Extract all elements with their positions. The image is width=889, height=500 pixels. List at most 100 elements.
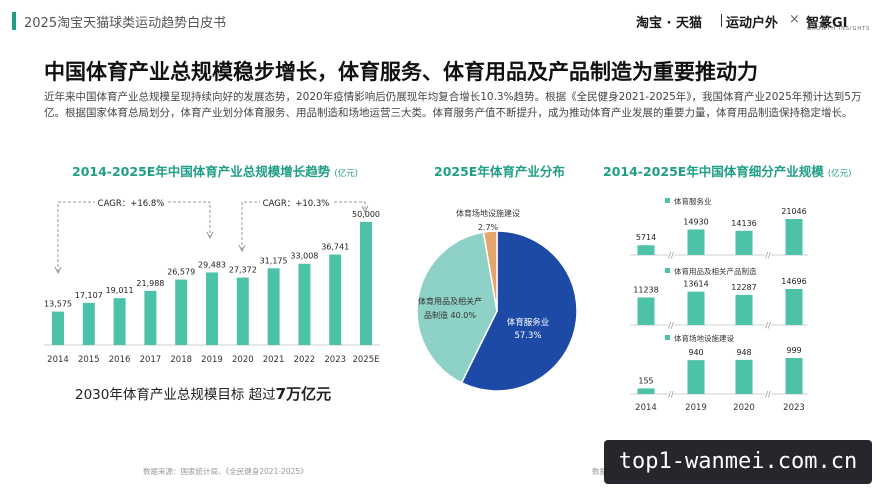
target-statement: 2030年体育产业总规模目标 超过7万亿元: [75, 383, 331, 404]
total-x-tick-2014: 2014: [47, 355, 69, 365]
brand-divider: [721, 14, 722, 27]
outdoor-logo: 运动户外: [726, 16, 779, 31]
chart2-title: 2025E年体育产业分布: [434, 164, 565, 179]
header-accent-bar: [12, 12, 16, 30]
total-bar-2018: [175, 279, 188, 345]
sub-bar-value-2-2023: 14696: [781, 277, 806, 286]
sub-bar-2-2014: [637, 297, 655, 325]
chart1-unit: (亿元): [334, 169, 358, 179]
gi-logo-subtitle: GROWTH INSIGHTS: [807, 26, 871, 32]
page-title: 中国体育产业总规模稳步增长，体育服务、体育用品及产品制造为重要推动力: [44, 60, 758, 84]
sub-bar-value-2-2014: 11238: [633, 285, 658, 294]
total-bar-2014: [52, 311, 64, 345]
sub-bar-2-2020: [735, 294, 753, 325]
total-bar-2019: [206, 272, 218, 345]
axis-break-3-2: //: [765, 390, 771, 399]
sub-bar-value-2-2019: 13614: [683, 280, 708, 289]
pie-pct-venue: 2.7%: [478, 223, 499, 232]
sub-bar-value-1-2023: 21046: [781, 207, 806, 216]
chart2-title-block: 2025E年体育产业分布: [434, 161, 565, 180]
intro-paragraph: 近年来中国体育产业总规模呈现持续向好的发展态势，2020年疫情影响后仍展现年均复…: [44, 91, 862, 119]
total-x-tick-2017: 2017: [140, 355, 162, 365]
sub-bar-2-2019: [687, 291, 705, 325]
brand-cross: ×: [789, 12, 800, 27]
sub-bar-value-1-2020: 14136: [731, 219, 756, 228]
sub-x-tick-2014: 2014: [635, 403, 657, 413]
watermark-banner: top1-wanmei.com.cn: [604, 440, 872, 484]
axis-break-2-1: //: [668, 321, 674, 330]
axis-break-3-1: //: [668, 390, 674, 399]
legend-label-3: 体育场地设施建设: [674, 333, 734, 343]
report-title: 2025淘宝天猫球类运动趋势白皮书: [24, 16, 227, 31]
sub-bar-2-2023: [785, 289, 803, 325]
total-bar-2016: [113, 298, 126, 345]
total-bar-2017: [144, 290, 157, 345]
pie-pct-service: 57.3%: [514, 331, 541, 341]
pie-slice-1: [460, 230, 578, 392]
cagr1-label: CAGR：+16.8%: [98, 199, 165, 209]
sub-bar-value-1-2014: 5714: [636, 233, 656, 242]
total-x-tick-2023: 2023: [324, 355, 346, 365]
total-bar-value-2021: 31,175: [260, 256, 288, 265]
chart1-title-block: 2014-2025E年中国体育产业总规模增长趋势 (亿元): [72, 161, 358, 180]
sub-bar-3-2023: [785, 358, 803, 394]
legend-label-1: 体育服务业: [674, 196, 712, 206]
axis-break-1-2: //: [765, 251, 771, 260]
pie-label-manufacturing-1: 体育用品及相关产: [418, 296, 482, 306]
total-bar-value-2020: 27,372: [229, 266, 257, 275]
total-bar-2015: [82, 302, 95, 345]
total-bar-value-2018: 26,579: [167, 268, 195, 277]
sub-bar-value-1-2019: 14930: [683, 217, 708, 226]
legend-swatch-3: [665, 335, 670, 340]
total-x-tick-2025E: 2025E: [352, 355, 379, 365]
sub-bar-1-2023: [785, 219, 803, 255]
total-x-tick-2020: 2020: [232, 355, 254, 365]
total-x-tick-2021: 2021: [263, 355, 285, 365]
total-bar-2020: [236, 277, 249, 345]
chart3-title: 2014-2025E年中国体育细分产业规模: [603, 164, 824, 179]
pie-label-manufacturing-2: 品制造 40.0%: [424, 310, 476, 320]
sub-bar-1-2019: [687, 229, 705, 255]
axis-break-2-2: //: [765, 321, 771, 330]
legend-swatch-1: [665, 198, 670, 203]
pie-slice-3: [482, 230, 498, 312]
total-bar-value-2019: 29,483: [198, 260, 226, 269]
chart3-title-block: 2014-2025E年中国体育细分产业规模 (亿元): [603, 161, 851, 180]
chart1-title: 2014-2025E年中国体育产业总规模增长趋势: [72, 164, 331, 179]
sub-bar-value-3-2019: 940: [688, 348, 703, 357]
sub-x-tick-2019: 2019: [685, 403, 707, 413]
sub-bar-value-3-2014: 155: [638, 376, 653, 385]
pie-slice-2: [416, 231, 498, 384]
sub-bar-1-2020: [735, 230, 753, 255]
total-bar-value-2022: 33,008: [290, 252, 318, 261]
total-scale-bar-chart: CAGR：+16.8% CAGR：+10.3% 13,575 2014 17,107…: [44, 195, 380, 365]
sub-bar-value-3-2020: 948: [736, 348, 751, 357]
target-value: 7万亿元: [275, 385, 332, 403]
data-source: 数据来源：国家统计局、《全民健身2021-2025》: [143, 467, 308, 476]
sub-bar-value-2-2020: 12287: [731, 283, 756, 292]
total-bar-2021: [267, 268, 280, 345]
sub-bar-1-2014: [637, 245, 655, 255]
pie-label-service: 体育服务业: [507, 317, 550, 328]
cagr1-bracket: [57, 201, 211, 272]
total-bar-value-2017: 21,988: [136, 279, 164, 288]
cagr2-bracket: [241, 201, 366, 250]
total-bar-value-2016: 19,011: [106, 286, 134, 295]
total-x-tick-2019: 2019: [201, 355, 223, 365]
total-bar-2025E: [360, 221, 372, 345]
total-bar-2022: [298, 263, 311, 345]
sub-bar-3-2019: [687, 360, 705, 394]
total-x-tick-2018: 2018: [170, 355, 192, 365]
target-prefix: 2030年体育产业总规模目标 超过: [75, 387, 276, 403]
sub-x-tick-2020: 2020: [733, 403, 755, 413]
axis-break-1-1: //: [668, 251, 674, 260]
total-bar-value-2025E: 50,000: [352, 210, 380, 219]
data-source-right: 数据: [592, 467, 607, 476]
legend-swatch-2: [665, 268, 670, 273]
industry-distribution-pie-chart: 体育服务业 57.3% 体育用品及相关产品制造 40.0% 体育场地设施建设 2.7%: [416, 208, 578, 392]
chart3-unit: (亿元): [827, 169, 852, 179]
sub-bar-3-2014: [637, 388, 655, 394]
legend-label-2: 体育用品及相关产品制造: [674, 266, 757, 276]
sub-bar-3-2020: [735, 359, 753, 394]
total-x-tick-2022: 2022: [294, 355, 316, 365]
